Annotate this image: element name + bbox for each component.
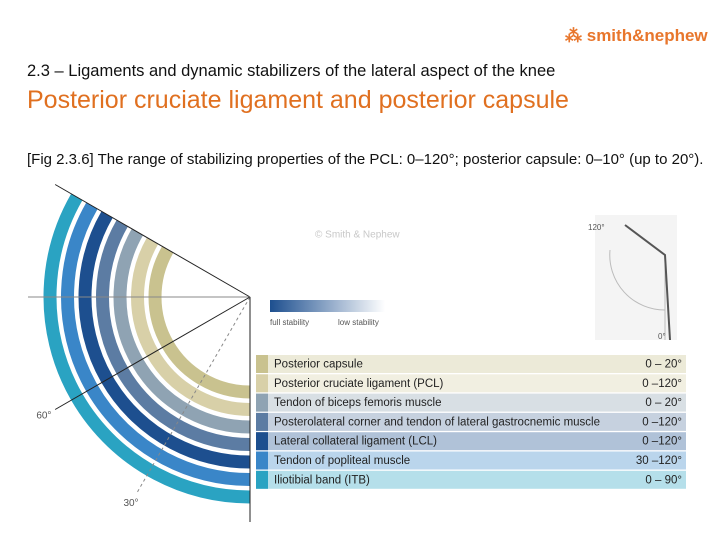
row-background	[256, 355, 686, 373]
row-swatch	[256, 374, 268, 393]
knee-leg	[624, 224, 671, 341]
row-background	[256, 451, 686, 470]
row-name: Iliotibial band (ITB)	[274, 474, 370, 486]
caption: [Fig 2.3.6] The range of stabilizing pro…	[27, 151, 704, 168]
row-range: 30 –120°	[636, 455, 682, 467]
row-swatch	[256, 393, 268, 412]
figure: 120°90°60°30°0° © Smith & Nephew full st…	[28, 182, 692, 522]
row-range: 0 –120°	[642, 436, 682, 448]
row-background	[256, 470, 686, 489]
knee-label-bottom: 0°	[658, 332, 666, 341]
watermark: © Smith & Nephew	[315, 230, 400, 241]
row-swatch	[256, 412, 268, 431]
knee-label-top: 120°	[588, 223, 605, 232]
brand-logo: ⁂ smith&nephew	[565, 26, 708, 46]
row-range: 0 – 90°	[645, 474, 682, 486]
row-background	[256, 393, 686, 412]
row-range: 0 –120°	[642, 378, 682, 390]
angle-line	[137, 296, 251, 493]
brand-text: smith&nephew	[586, 26, 708, 45]
row-range: 0 – 20°	[645, 397, 682, 409]
legend-low: low stability	[338, 318, 379, 327]
row-name: Tendon of popliteal muscle	[274, 455, 410, 467]
row-name: Posterior capsule	[274, 359, 363, 371]
row-background	[256, 412, 686, 431]
row-name: Tendon of biceps femoris muscle	[274, 397, 441, 409]
angle-line	[54, 296, 251, 410]
stability-gradient	[270, 300, 385, 312]
angle-line	[54, 184, 251, 298]
row-swatch	[256, 470, 268, 489]
slide-title: Posterior cruciate ligament and posterio…	[27, 86, 569, 114]
logo-mark: ⁂	[565, 26, 587, 45]
rings: 120°90°60°30°0°	[28, 182, 251, 522]
knee-bg	[595, 215, 677, 340]
row-swatch	[256, 432, 268, 451]
row-swatch	[256, 355, 268, 373]
row-name: Lateral collateral ligament (LCL)	[274, 436, 437, 448]
angle-label: 60°	[36, 411, 51, 422]
row-swatch	[256, 451, 268, 470]
row-range: 0 – 20°	[645, 359, 682, 371]
table: Posterior capsule 0 – 20° Posterior crucia…	[256, 355, 686, 489]
row-name: Posterolateral corner and tendon of late…	[274, 416, 600, 428]
row-name: Posterior cruciate ligament (PCL)	[274, 378, 444, 390]
legend-full: full stability	[270, 318, 309, 327]
angle-label: 30°	[123, 498, 138, 509]
knee-illustration: 120° 0°	[588, 215, 677, 341]
row-background	[256, 432, 686, 451]
section-heading: 2.3 – Ligaments and dynamic stabilizers …	[27, 62, 556, 80]
row-range: 0 –120°	[642, 416, 682, 428]
row-background	[256, 374, 686, 393]
angle-label: 120°	[34, 182, 55, 184]
